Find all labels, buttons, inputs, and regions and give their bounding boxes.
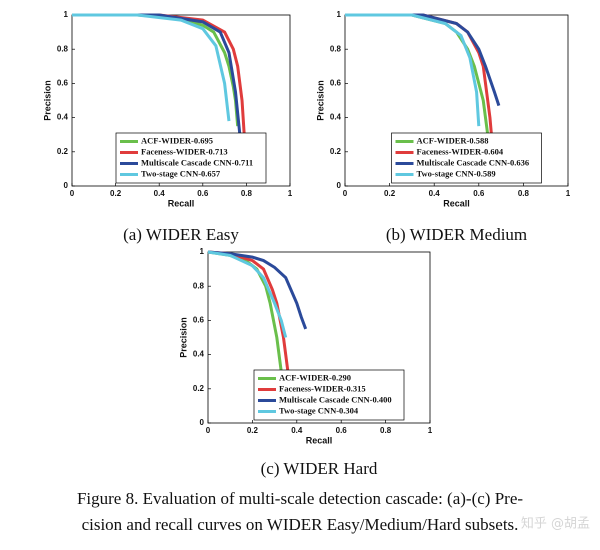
y-axis-label: Precision (42, 80, 52, 121)
y-axis-label: Precision (178, 317, 188, 358)
y-tick-label: 0.6 (330, 79, 342, 88)
legend-label: Faceness-WIDER-0.713 (141, 146, 228, 156)
pr-curve (345, 13, 481, 127)
legend-box (115, 132, 267, 184)
x-tick-label: 0.8 (241, 189, 253, 198)
y-tick-label: 0 (64, 181, 69, 190)
figure-caption: cision and recall curves on WIDER Easy/M… (82, 515, 519, 534)
pr-curve (345, 13, 501, 107)
x-tick-label: 0.2 (110, 189, 122, 198)
plot-area (207, 251, 431, 424)
legend-label: Multiscale Cascade CNN-0.636 (417, 157, 530, 167)
legend-box (391, 132, 542, 184)
figure-caption: Figure 8. Evaluation of multi-scale dete… (77, 489, 523, 508)
legend-label: Multiscale Cascade CNN-0.400 (279, 394, 392, 404)
x-tick-label: 0 (343, 189, 348, 198)
x-tick-label: 0.4 (154, 189, 166, 198)
x-tick-label: 0.6 (197, 189, 209, 198)
x-axis-label: Recall (306, 435, 333, 445)
plot-area (71, 14, 291, 187)
y-tick-label: 0.2 (330, 147, 342, 156)
y-tick-label: 0.4 (330, 113, 342, 122)
y-tick-label: 0.4 (57, 113, 69, 122)
y-tick-label: 1 (337, 10, 342, 19)
x-tick-label: 0.2 (247, 426, 259, 435)
x-axis-label: Recall (443, 198, 470, 208)
legend-label: Two-stage CNN-0.589 (417, 168, 496, 178)
subfigure-caption: (c) WIDER Hard (261, 459, 378, 478)
pr-curve (72, 13, 242, 135)
y-tick-label: 0.4 (193, 350, 205, 359)
legend-label: Faceness-WIDER-0.315 (279, 383, 366, 393)
x-tick-label: 0.4 (429, 189, 441, 198)
x-tick-label: 1 (288, 189, 293, 198)
legend-label: ACF-WIDER-0.588 (417, 135, 489, 145)
x-tick-label: 0.8 (380, 426, 392, 435)
x-tick-label: 0.2 (384, 189, 396, 198)
x-axis-label: Recall (168, 198, 195, 208)
legend-label: Multiscale Cascade CNN-0.711 (141, 157, 253, 167)
legend-label: ACF-WIDER-0.290 (279, 372, 351, 382)
y-tick-label: 0.2 (57, 147, 69, 156)
legend-label: ACF-WIDER-0.695 (141, 135, 213, 145)
y-axis-label: Precision (315, 80, 325, 121)
x-tick-label: 0.4 (291, 426, 303, 435)
pr-curve (72, 13, 231, 122)
pr-curve (207, 250, 288, 338)
pr-curve (72, 13, 240, 127)
y-tick-label: 0.6 (57, 79, 69, 88)
x-tick-label: 0.8 (518, 189, 530, 198)
legend-box (253, 369, 405, 421)
y-tick-label: 0 (200, 418, 205, 427)
y-tick-label: 0.8 (193, 281, 205, 290)
legend-label: Two-stage CNN-0.304 (279, 405, 359, 415)
x-tick-label: 0.6 (336, 426, 348, 435)
y-tick-label: 0.2 (193, 384, 205, 393)
x-tick-label: 0.6 (473, 189, 485, 198)
legend-label: Two-stage CNN-0.657 (141, 168, 221, 178)
x-tick-label: 0 (206, 426, 211, 435)
y-tick-label: 1 (64, 10, 69, 19)
x-tick-label: 0 (70, 189, 75, 198)
x-tick-label: 1 (428, 426, 433, 435)
subfigure-caption: (b) WIDER Medium (386, 225, 527, 244)
y-tick-label: 0.8 (57, 44, 69, 53)
legend-label: Faceness-WIDER-0.604 (417, 146, 504, 156)
y-tick-label: 0.6 (193, 316, 205, 325)
pr-curve (207, 250, 308, 330)
y-tick-label: 0 (337, 181, 342, 190)
y-tick-label: 0.8 (330, 44, 342, 53)
watermark: 知乎 @胡孟 (521, 516, 590, 532)
subfigure-caption: (a) WIDER Easy (123, 225, 239, 244)
pr-curve (207, 250, 283, 372)
x-tick-label: 1 (566, 189, 571, 198)
plot-area (344, 14, 569, 187)
y-tick-label: 1 (200, 247, 205, 256)
